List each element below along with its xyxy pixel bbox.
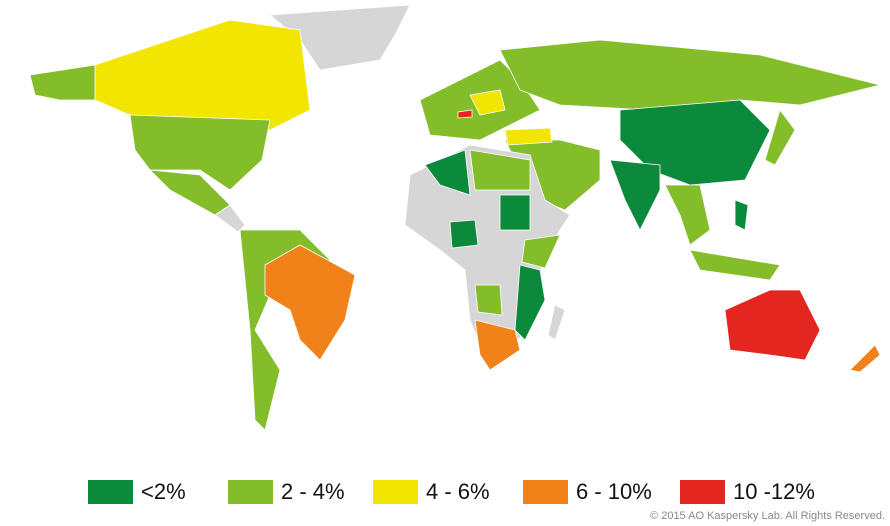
legend-label: 4 - 6% bbox=[426, 479, 490, 504]
usa bbox=[129, 114, 271, 191]
canada bbox=[94, 19, 311, 131]
legend-swatch bbox=[88, 480, 133, 504]
japan bbox=[764, 109, 796, 166]
alaska bbox=[29, 64, 96, 101]
sudan bbox=[499, 194, 531, 231]
indonesia bbox=[689, 249, 781, 281]
legend-swatch bbox=[523, 480, 568, 504]
nigeria bbox=[449, 219, 479, 249]
egypt-libya bbox=[469, 149, 531, 191]
brazil bbox=[264, 244, 356, 361]
world-map bbox=[29, 4, 881, 431]
slovakia bbox=[457, 109, 473, 119]
legend-swatch bbox=[680, 480, 725, 504]
madagascar bbox=[547, 304, 566, 341]
algeria bbox=[424, 149, 471, 196]
legend-label: 2 - 4% bbox=[281, 479, 345, 504]
turkey bbox=[504, 127, 553, 146]
central-america bbox=[214, 204, 246, 233]
southeast-asia bbox=[664, 184, 711, 246]
legend-swatch bbox=[373, 480, 418, 504]
china bbox=[619, 99, 771, 186]
legend-label: <2% bbox=[141, 479, 186, 504]
russia bbox=[499, 39, 881, 111]
legend: <2% 2 - 4% 4 - 6% 6 - 10% 10 -12% bbox=[88, 479, 815, 504]
copyright: © 2015 AO Kaspersky Lab. All Rights Rese… bbox=[650, 510, 885, 522]
central-europe bbox=[469, 89, 506, 116]
australia bbox=[724, 289, 821, 361]
india bbox=[609, 159, 661, 231]
south-africa bbox=[474, 319, 521, 371]
tanzania-mozambique bbox=[514, 264, 546, 341]
legend-label: 10 -12% bbox=[733, 479, 815, 504]
east-africa bbox=[521, 234, 561, 269]
legend-label: 6 - 10% bbox=[576, 479, 652, 504]
philippines bbox=[734, 199, 749, 231]
legend-swatch bbox=[228, 480, 273, 504]
south-america bbox=[239, 229, 331, 431]
angola bbox=[474, 284, 503, 316]
new-zealand bbox=[849, 344, 881, 373]
